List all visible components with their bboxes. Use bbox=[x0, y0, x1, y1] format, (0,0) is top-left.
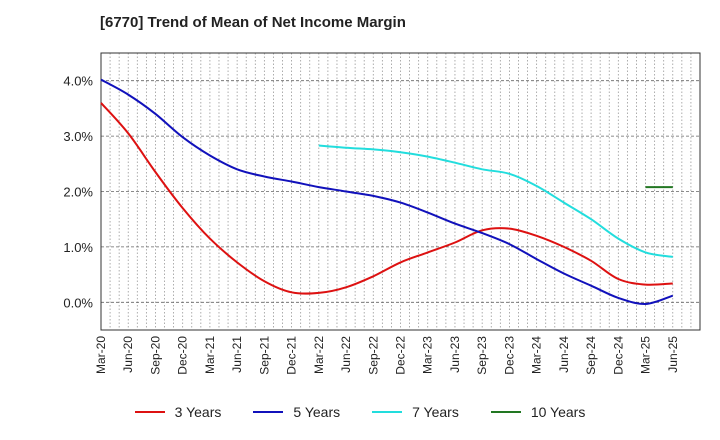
x-tick-label: Mar-24 bbox=[530, 336, 544, 374]
legend-swatch bbox=[134, 411, 165, 413]
legend-item-10-years: 10 Years bbox=[490, 404, 586, 420]
x-tick-label: Jun-22 bbox=[339, 336, 353, 373]
x-tick-label: Dec-23 bbox=[502, 336, 516, 375]
x-tick-label: Mar-21 bbox=[203, 336, 217, 374]
x-tick-label: Mar-25 bbox=[639, 336, 653, 374]
axes bbox=[100, 52, 701, 331]
legend-item-3-years: 3 Years bbox=[134, 404, 222, 420]
legend-label: 7 Years bbox=[412, 404, 459, 420]
series-line-7-years bbox=[318, 144, 673, 258]
y-tick-label: 3.0% bbox=[63, 129, 93, 144]
y-tick-label: 1.0% bbox=[63, 240, 93, 255]
chart-title: [6770] Trend of Mean of Net Income Margi… bbox=[100, 14, 406, 31]
x-tick-label: Dec-21 bbox=[285, 336, 299, 375]
legend-swatch bbox=[490, 411, 521, 413]
x-tick-label: Jun-23 bbox=[448, 336, 462, 373]
tick-labels: 0.0% 1.0% 2.0% 3.0% 4.0% Mar-20 Jun-20 Sep-20 De… bbox=[63, 74, 679, 375]
x-tick-label: Dec-22 bbox=[394, 336, 408, 375]
legend-label: 5 Years bbox=[293, 404, 341, 420]
x-tick-label: Jun-20 bbox=[121, 336, 135, 373]
legend-swatch bbox=[253, 411, 284, 413]
x-tick-label: Sep-24 bbox=[584, 336, 598, 375]
y-tick-label: 2.0% bbox=[63, 185, 93, 200]
x-tick-label: Sep-23 bbox=[475, 336, 489, 375]
grid-lines bbox=[101, 53, 700, 330]
y-tick-label: 0.0% bbox=[63, 295, 93, 310]
x-tick-label: Dec-24 bbox=[611, 336, 625, 375]
x-tick-label: Jun-24 bbox=[557, 336, 571, 373]
x-tick-label: Mar-23 bbox=[421, 336, 435, 374]
x-tick-label: Sep-21 bbox=[257, 336, 271, 375]
plot-border bbox=[100, 52, 701, 331]
legend-item-5-years: 5 Years bbox=[253, 404, 340, 420]
legend-swatch bbox=[372, 411, 403, 413]
x-tick-label: Mar-22 bbox=[312, 336, 326, 374]
x-tick-label: Sep-20 bbox=[148, 336, 162, 375]
legend-label: 3 Years bbox=[174, 404, 222, 420]
x-tick-label: Jun-21 bbox=[230, 336, 244, 373]
legend-label: 10 Years bbox=[530, 404, 586, 420]
x-tick-label: Sep-22 bbox=[366, 336, 380, 375]
y-tick-label: 4.0% bbox=[63, 74, 93, 89]
legend: 3 Years 5 Years 7 Years 10 Years bbox=[0, 404, 720, 420]
legend-item-7-years: 7 Years bbox=[372, 404, 459, 420]
series-lines bbox=[100, 78, 674, 306]
series-line-5-years bbox=[100, 78, 674, 306]
x-tick-label: Dec-20 bbox=[176, 336, 190, 375]
x-tick-label: Jun-25 bbox=[666, 336, 680, 373]
x-tick-label: Mar-20 bbox=[94, 336, 108, 374]
series-line-3-years bbox=[100, 102, 673, 295]
